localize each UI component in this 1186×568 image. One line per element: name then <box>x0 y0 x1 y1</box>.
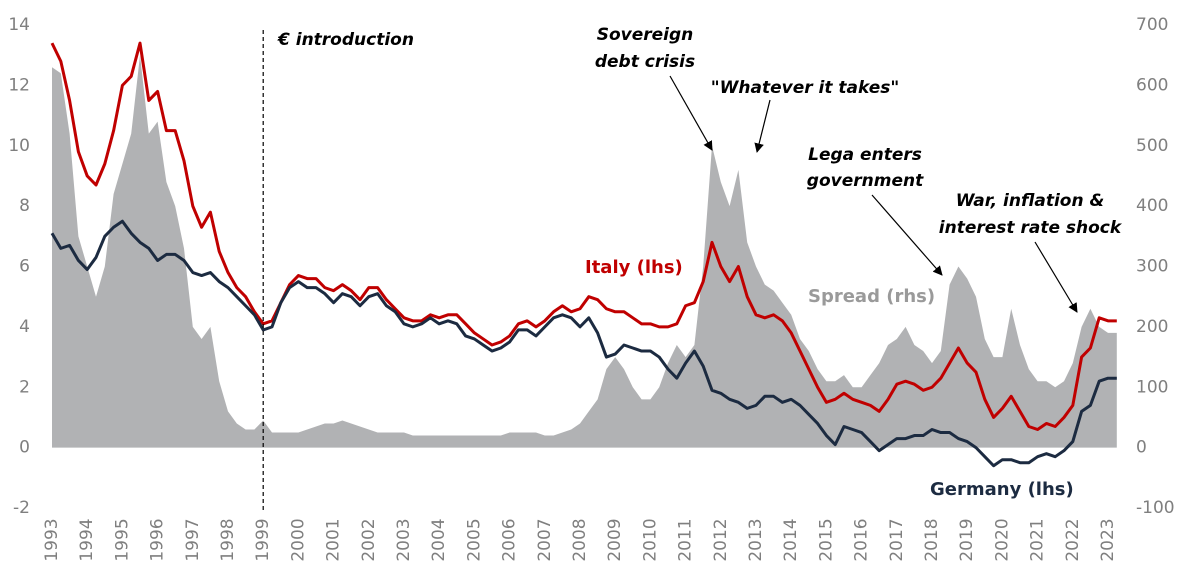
y2-tick-label: -100 <box>1136 498 1175 518</box>
area-layer <box>52 55 1117 448</box>
y-tick-label: -2 <box>13 498 30 518</box>
x-tick-label: 1996 <box>148 518 168 561</box>
line <box>50 41 1117 432</box>
y2-tick-label: 600 <box>1136 75 1168 95</box>
annotation: "Whatever it takes" <box>711 78 899 98</box>
x-tick-label: 2010 <box>640 518 660 561</box>
annotation: War, inflation & <box>956 191 1105 211</box>
x-tick-label: 1999 <box>253 518 273 561</box>
arrow <box>1034 241 1078 313</box>
x-tick-label: 2004 <box>429 518 449 561</box>
x-tick-label: 2001 <box>324 518 344 561</box>
x-tick-label: 2011 <box>676 518 696 561</box>
annotation: government <box>807 171 924 191</box>
x-tick-label: 2003 <box>394 518 414 561</box>
y2-tick-label: 0 <box>1136 438 1147 458</box>
x-tick-label: 1995 <box>112 518 132 561</box>
text-layer: € introduction Sovereign debt crisis "Wh… <box>277 25 1123 500</box>
y-tick-label: 0 <box>19 438 30 458</box>
y-tick-label: 2 <box>19 377 30 397</box>
x-tick-label: 2018 <box>922 518 942 561</box>
y2-tick-label: 200 <box>1136 317 1168 337</box>
x-tick-label: 1993 <box>42 518 62 561</box>
x-tick-label: 2014 <box>781 518 801 561</box>
x-tick-label: 2021 <box>1028 518 1048 561</box>
x-tick-label: 2012 <box>711 518 731 561</box>
arrow <box>669 75 713 151</box>
line-layer <box>50 41 1117 468</box>
x-tick-label: 2017 <box>887 518 907 561</box>
y-tick-label: 10 <box>8 136 30 156</box>
x-tick-label: 2005 <box>464 518 484 561</box>
x-tick-label: 2002 <box>359 518 379 561</box>
x-tick-label: 2008 <box>570 518 590 561</box>
annotation: Sovereign <box>597 25 694 45</box>
x-tick-label: 2007 <box>535 518 555 561</box>
arrows <box>669 75 1078 313</box>
y-tick-label: 12 <box>8 75 30 95</box>
x-tick-label: 2022 <box>1063 518 1083 561</box>
x-tick-label: 2000 <box>288 518 308 561</box>
y-tick-label: 8 <box>19 196 30 216</box>
line <box>50 219 1117 468</box>
y-tick-label: 6 <box>19 257 30 277</box>
arrow <box>754 99 771 153</box>
y2-tick-label: 700 <box>1136 15 1168 35</box>
area <box>52 55 1117 448</box>
x-tick-label: 2019 <box>957 518 977 561</box>
arrow <box>871 194 943 276</box>
x-tick-label: 2013 <box>746 518 766 561</box>
vline-label: € introduction <box>277 30 414 50</box>
x-tick-label: 1994 <box>77 518 97 561</box>
annotation: Lega enters <box>808 145 922 165</box>
x-tick-label: 2023 <box>1098 518 1118 561</box>
x-tick-label: 2009 <box>605 518 625 561</box>
y2-tick-label: 300 <box>1136 257 1168 277</box>
series-label: Germany (lhs) <box>930 479 1074 500</box>
y-tick-label: 14 <box>8 15 30 35</box>
y2-tick-label: 400 <box>1136 196 1168 216</box>
annotation: interest rate shock <box>939 218 1123 238</box>
x-tick-label: 2020 <box>992 518 1012 561</box>
x-tick-label: 1997 <box>183 518 203 561</box>
series-label: Spread (rhs) <box>808 286 935 307</box>
annotation: debt crisis <box>595 52 695 72</box>
series-label: Italy (lhs) <box>585 257 683 278</box>
y2-tick-label: 500 <box>1136 136 1168 156</box>
x-tick-label: 2006 <box>500 518 520 561</box>
y2-tick-label: 100 <box>1136 377 1168 397</box>
x-tick-label: 2015 <box>816 518 836 561</box>
y-tick-label: 4 <box>19 317 30 337</box>
x-tick-label: 1998 <box>218 518 238 561</box>
x-tick-label: 2016 <box>852 518 872 561</box>
